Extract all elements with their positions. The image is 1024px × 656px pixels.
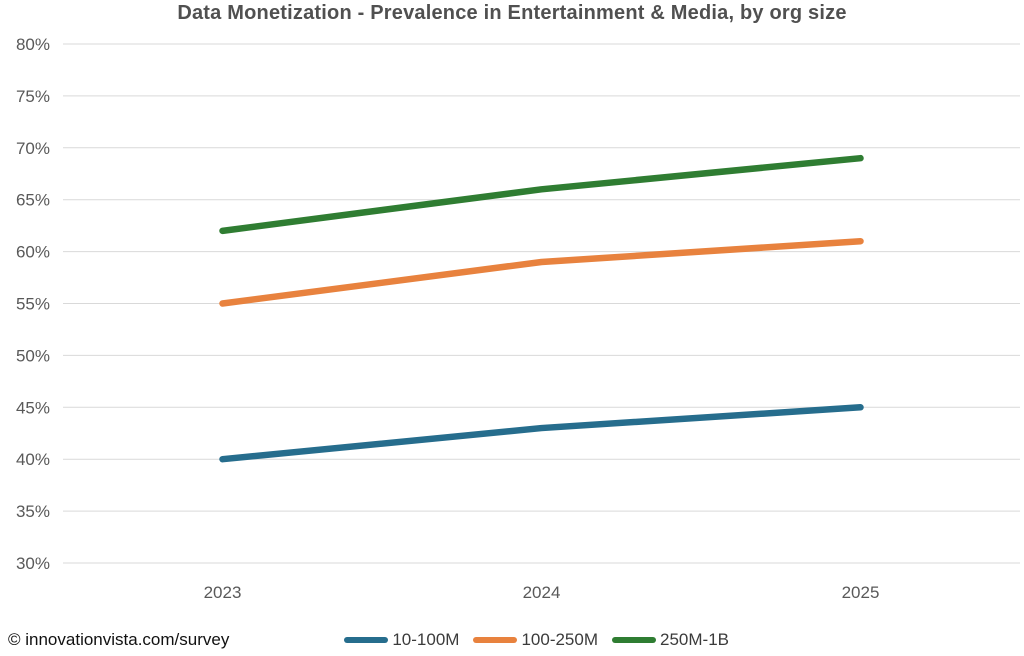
y-tick-label: 55% <box>16 295 50 314</box>
legend: 10-100M 100-250M 250M-1B <box>344 630 909 650</box>
y-tick-label: 50% <box>16 346 50 365</box>
x-tick-label: 2025 <box>842 583 880 602</box>
y-tick-label: 80% <box>16 35 50 54</box>
y-tick-label: 35% <box>16 502 50 521</box>
footer: © innovationvista.com/survey 10-100M 100-… <box>0 626 1024 654</box>
y-tick-label: 40% <box>16 450 50 469</box>
y-tick-label: 65% <box>16 191 50 210</box>
legend-swatch <box>344 637 389 643</box>
legend-label: 250M-1B <box>660 630 729 649</box>
series-line-250M-1B <box>219 154 864 235</box>
legend-swatch <box>473 637 518 643</box>
y-tick-label: 45% <box>16 398 50 417</box>
chart-svg: 80% 75% 70% 65% 60% 55% 50% 45% 40% 35% 30% 2023 202… <box>16 35 1020 602</box>
x-tick-label: 2024 <box>523 583 561 602</box>
legend-swatch <box>612 637 657 643</box>
legend-item: 250M-1B <box>612 630 729 650</box>
y-tick-label: 30% <box>16 554 50 573</box>
legend-item: 100-250M <box>473 630 598 650</box>
y-tick-label: 60% <box>16 243 50 262</box>
x-tick-label: 2023 <box>204 583 242 602</box>
y-tick-label: 75% <box>16 87 50 106</box>
legend-label: 100-250M <box>521 630 599 649</box>
series-line-10-100M <box>219 404 864 463</box>
source-credit: © innovationvista.com/survey <box>8 630 230 649</box>
y-tick-label: 70% <box>16 139 50 158</box>
series-line-100-250M <box>219 237 864 307</box>
chart-title: Data Monetization - Prevalence in Entert… <box>177 2 847 24</box>
legend-label: 10-100M <box>392 630 460 649</box>
legend-item: 10-100M <box>344 630 459 650</box>
